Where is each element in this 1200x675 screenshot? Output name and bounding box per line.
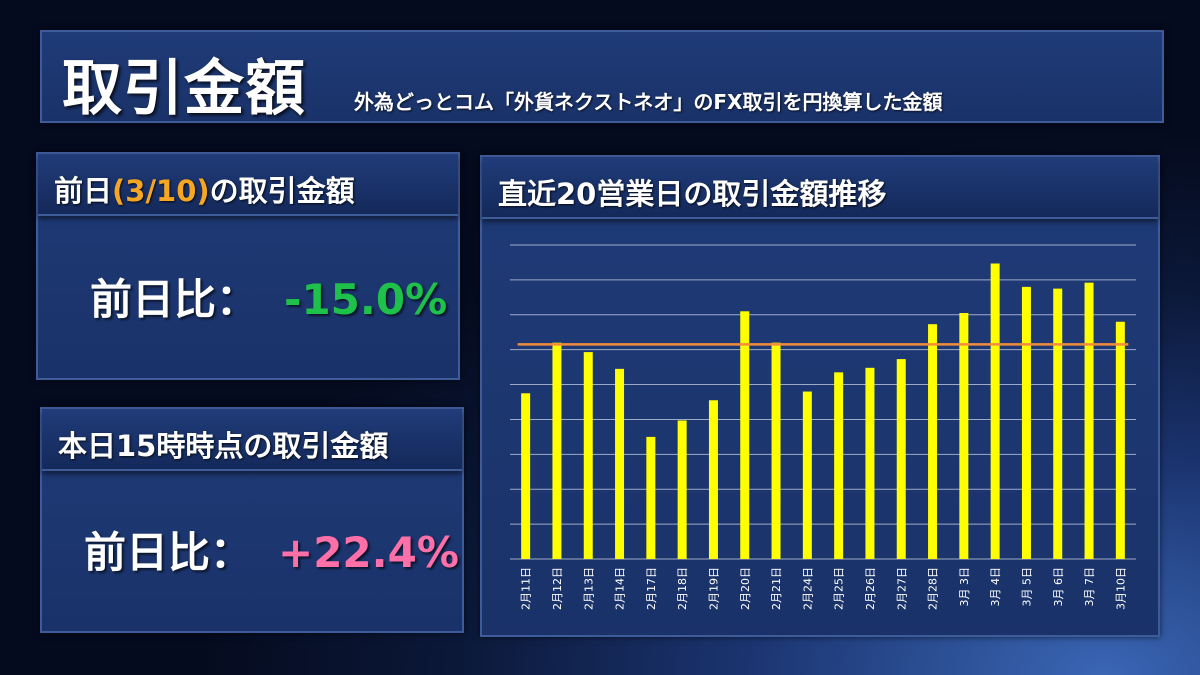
bar xyxy=(677,420,687,559)
bar xyxy=(896,359,906,559)
chart-panel-header: 直近20営業日の取引金額推移 xyxy=(482,157,1158,219)
bar xyxy=(708,400,718,559)
x-tick-label: 2月13日 xyxy=(582,567,595,610)
bar xyxy=(740,311,750,559)
x-tick-label: 3月10日 xyxy=(1114,567,1127,610)
bar xyxy=(1115,321,1125,559)
prev-day-title-prefix: 前日 xyxy=(54,174,113,208)
x-tick-label: 3月 5日 xyxy=(1020,567,1033,607)
today-title: 本日15時時点の取引金額 xyxy=(58,429,389,463)
x-tick-label: 2月17日 xyxy=(645,567,658,610)
bar xyxy=(928,324,938,559)
bar xyxy=(802,391,812,559)
bar xyxy=(959,313,969,559)
bar xyxy=(771,342,781,559)
prev-day-title: 前日(3/10)の取引金額 xyxy=(54,168,355,210)
today-panel: 本日15時時点の取引金額 前日比： +22.4% xyxy=(40,407,464,633)
prev-day-ratio-value: -15.0% xyxy=(284,275,448,324)
x-tick-label: 3月 7日 xyxy=(1083,567,1096,607)
bar xyxy=(583,352,593,559)
prev-day-ratio: 前日比： -15.0% xyxy=(90,266,447,327)
x-tick-label: 2月27日 xyxy=(895,567,908,610)
prev-day-date: (3/10) xyxy=(112,174,210,208)
prev-day-panel: 前日(3/10)の取引金額 前日比： -15.0% xyxy=(36,152,460,380)
bar xyxy=(1021,286,1031,559)
x-tick-label: 2月12日 xyxy=(551,567,564,610)
chart-title: 直近20営業日の取引金額推移 xyxy=(498,177,887,211)
header-panel: 取引金額 外為どっとコム「外貨ネクストネオ」のFX取引を円換算した金額 xyxy=(40,30,1164,124)
bar xyxy=(552,342,562,559)
x-tick-label: 2月19日 xyxy=(707,567,720,610)
bar xyxy=(990,263,1000,559)
x-tick-label: 2月24日 xyxy=(801,567,814,610)
x-tick-label: 2月21日 xyxy=(770,567,783,610)
x-tick-label: 3月 6日 xyxy=(1052,567,1065,607)
bar xyxy=(646,436,656,559)
bar-chart: 2月11日 2月12日 2月13日 2月14日 2月17日 2月18日 2月19日 2月20日… xyxy=(510,244,1136,610)
chart-panel: 直近20営業日の取引金額推移 2月11日 2月12日 2月13日 2月14日 2月17日… xyxy=(480,155,1160,637)
today-ratio: 前日比： +22.4% xyxy=(84,519,459,580)
page-subtitle: 外為どっとコム「外貨ネクストネオ」のFX取引を円換算した金額 xyxy=(354,90,943,114)
x-tick-label: 2月28日 xyxy=(927,567,940,610)
x-tick-label: 2月18日 xyxy=(676,567,689,610)
prev-day-panel-header: 前日(3/10)の取引金額 xyxy=(38,154,458,216)
x-tick-label: 2月26日 xyxy=(864,567,877,610)
bar xyxy=(834,372,844,559)
x-tick-label: 2月20日 xyxy=(739,567,752,610)
x-tick-label: 2月14日 xyxy=(614,567,627,610)
x-tick-label: 3月 4日 xyxy=(989,567,1002,607)
bar xyxy=(1053,288,1063,559)
today-ratio-value: +22.4% xyxy=(278,528,459,577)
bar xyxy=(615,368,625,559)
today-ratio-label: 前日比： xyxy=(84,528,253,577)
prev-day-ratio-label: 前日比： xyxy=(90,275,259,324)
bar xyxy=(521,393,531,559)
x-tick-label: 2月25日 xyxy=(833,567,846,610)
x-tick-label: 2月11日 xyxy=(520,567,533,610)
today-panel-header: 本日15時時点の取引金額 xyxy=(42,409,462,471)
bar xyxy=(1084,282,1094,559)
x-tick-label: 3月 3日 xyxy=(958,567,971,607)
prev-day-title-suffix: の取引金額 xyxy=(209,174,355,208)
bar xyxy=(865,367,875,559)
page-title: 取引金額 xyxy=(62,54,306,124)
